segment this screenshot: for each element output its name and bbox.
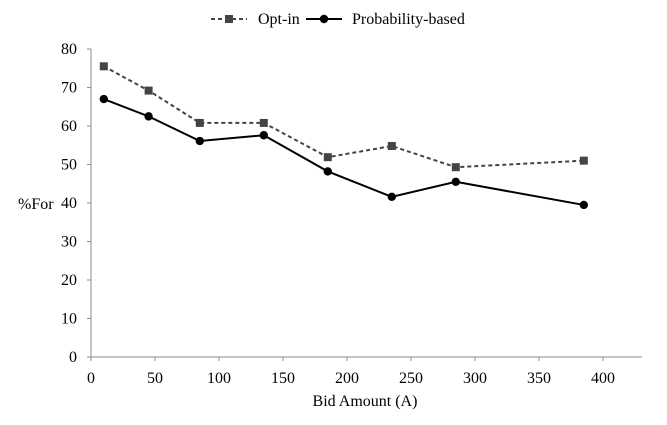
legend-item: Opt-in [211,11,300,28]
y-tick-label: 0 [69,349,77,366]
data-point [144,112,153,121]
legend-marker [319,14,329,24]
data-point [323,153,332,162]
y-tick-label: 50 [61,157,77,174]
data-point [99,94,109,104]
x-tick-label: 400 [591,370,615,387]
x-tick-label: 350 [527,370,551,387]
data-point [387,192,396,202]
data-point [323,167,332,176]
data-point [99,62,108,71]
x-axis-label: Bid Amount (A) [313,393,418,410]
series-group [99,62,588,210]
y-tick-label: 10 [61,311,77,328]
data-point [451,163,460,172]
legend-label: Opt-in [258,11,300,28]
x-tick-label: 150 [271,370,295,387]
data-point [579,156,588,165]
y-tick-label: 70 [61,80,77,97]
x-tick-label: 200 [335,370,359,387]
x-tick-label: 100 [207,370,231,387]
data-point [144,86,153,95]
y-tick-label: 40 [61,195,77,212]
y-tick-label: 30 [61,234,77,251]
x-tick-label: 0 [87,370,95,387]
legend: Opt-in Probability-based [211,11,465,28]
y-tick-label: 20 [61,272,77,289]
series-line [103,65,584,169]
data-point [579,200,588,210]
y-tick-label: 80 [61,41,77,58]
x-tick-label: 250 [399,370,423,387]
legend-marker [225,15,233,23]
legend-item: Probability-based [306,11,465,28]
data-point [451,177,460,187]
legend-label: Probability-based [352,11,465,28]
data-point [195,118,204,127]
data-point [387,142,396,151]
y-tick-label: 60 [61,118,77,135]
data-point [259,118,268,127]
series-probability-based [99,94,588,210]
data-point [259,131,268,140]
x-tick-label: 50 [147,370,163,387]
axes: 0 10 20 30 40 50 60 70 80 0 50 100 150 200 250 300 350 40… [61,41,642,387]
y-axis-label: %For [18,196,54,213]
data-point [195,136,204,146]
x-tick-label: 300 [463,370,487,387]
series-line [103,98,584,206]
series-opt-in [99,62,588,172]
